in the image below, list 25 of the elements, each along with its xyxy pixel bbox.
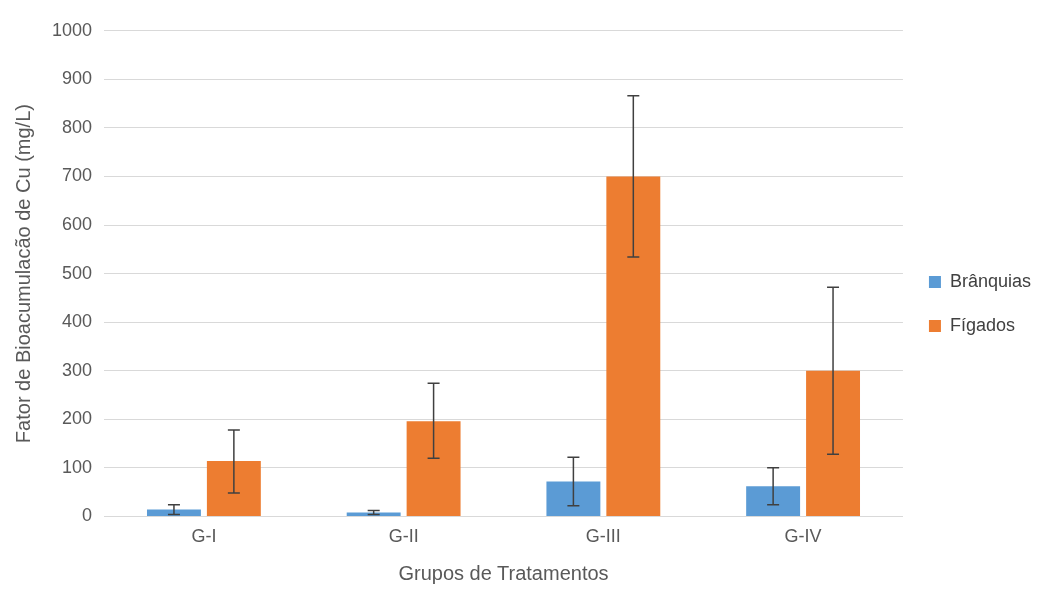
y-tick-label: 0 [82, 505, 93, 526]
bar [206, 461, 261, 516]
y-tick-label: 600 [62, 214, 93, 235]
y-tick-label: 300 [62, 359, 93, 380]
x-tick-label: G-II [388, 526, 419, 547]
x-tick-label: G-IV [784, 526, 822, 547]
legend-label: Brânquias [949, 270, 1032, 291]
y-tick-label: 900 [62, 68, 93, 89]
y-tick-label: 700 [62, 165, 93, 186]
bar [546, 481, 601, 516]
y-tick-label: 800 [62, 116, 93, 137]
bar [606, 176, 661, 516]
x-tick-label: G-III [585, 526, 621, 547]
y-tick-label: 100 [62, 456, 93, 477]
x-axis-title: Grupos de Tratamentos [398, 561, 609, 584]
bar [406, 421, 461, 516]
y-tick-label: 1000 [52, 19, 93, 40]
y-axis-title: Fator de Bioacumulacão de Cu (mg/L) [11, 104, 34, 444]
y-tick-label: 500 [62, 262, 93, 283]
y-tick-label: 400 [62, 311, 93, 332]
x-tick-label: G-I [191, 526, 217, 547]
legend-label: Fígados [949, 314, 1015, 335]
bar [746, 486, 801, 516]
bar [806, 370, 861, 516]
y-tick-label: 200 [62, 408, 93, 429]
